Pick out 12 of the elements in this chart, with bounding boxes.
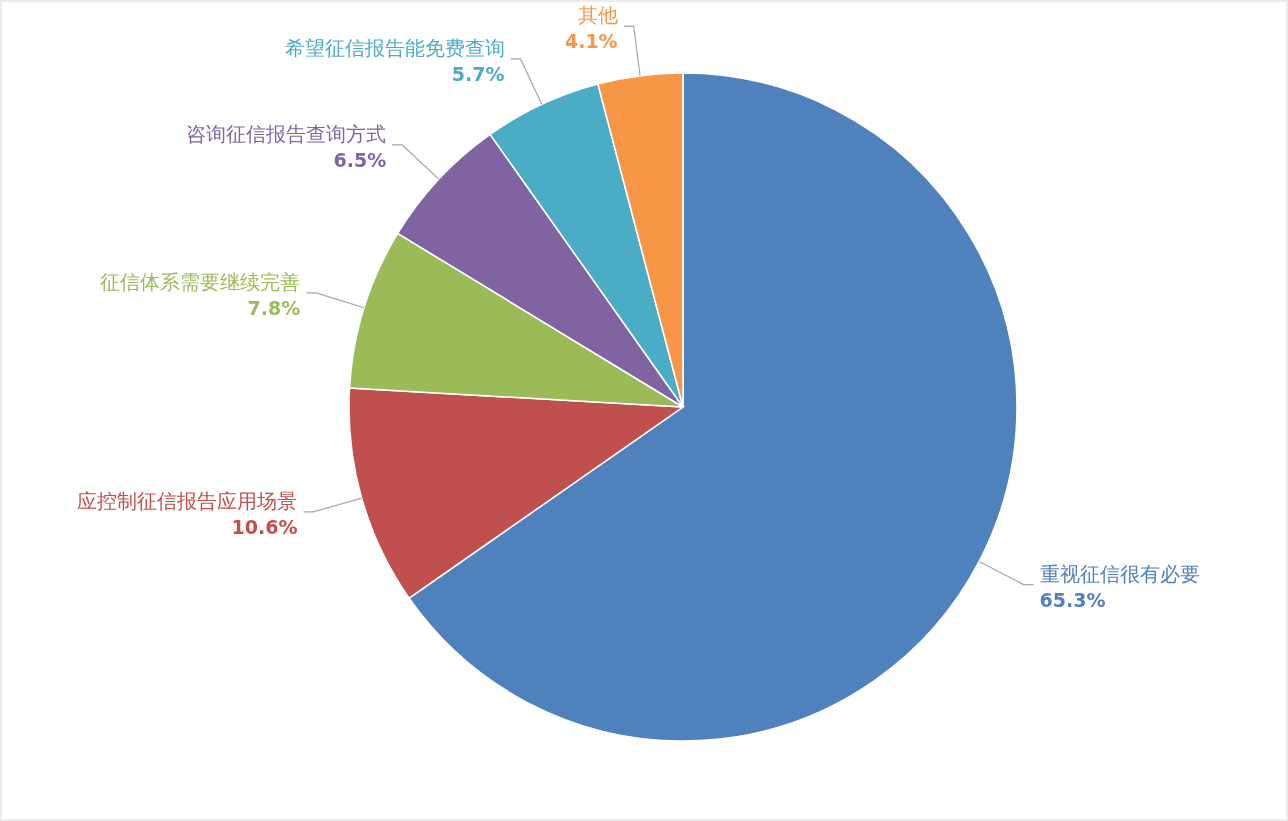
slice-label: 希望征信报告能免费查询	[284, 35, 505, 60]
slice-label: 咨询征信报告查询方式	[186, 121, 387, 146]
slice-label: 重视征信很有必要	[1039, 561, 1200, 586]
data-label: 65.3%	[1039, 588, 1106, 611]
slice-label: 其他	[577, 3, 618, 28]
data-label: 10.6%	[231, 515, 298, 538]
data-label: 5.7%	[451, 62, 505, 85]
slice-label: 应控制征信报告应用场景	[77, 488, 298, 513]
data-label: 6.5%	[333, 148, 387, 171]
slice-label: 征信体系需要继续完善	[100, 269, 301, 294]
data-label: 4.1%	[564, 30, 618, 53]
data-label: 7.8%	[247, 296, 301, 319]
